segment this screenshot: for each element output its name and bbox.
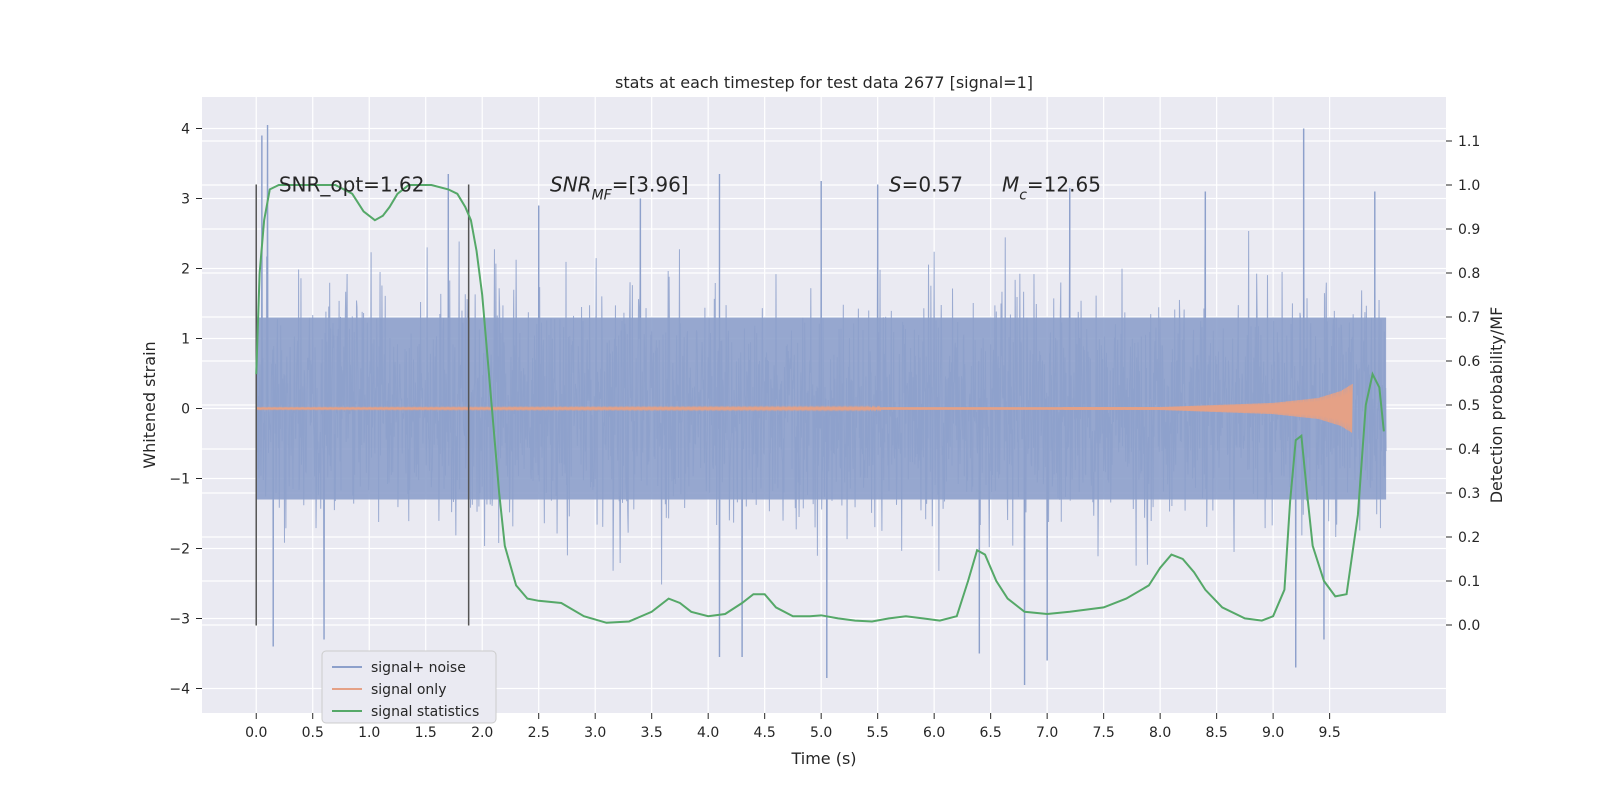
y-axis-left: 4 3 2 1 0 −1 −2 −3 −4	[169, 122, 202, 698]
y-right-tick-label: 0.8	[1458, 266, 1480, 282]
y-axis-right: 1.1 1.0 0.9 0.8 0.7 0.6 0.5 0.4 0.3 0.2 0.1 0.0	[1446, 134, 1480, 634]
y-left-tick-label: 3	[181, 192, 190, 208]
x-tick-label: 8.5	[1206, 725, 1228, 741]
x-tick-label: 2.0	[471, 725, 493, 741]
annotations: SNR_opt=1.62 SNRMF=[3.96] S=0.57 Mc=12.65	[279, 173, 1101, 204]
y-right-tick-label: 0.4	[1458, 442, 1480, 458]
x-tick-label: 1.5	[415, 725, 437, 741]
x-tick-label: 0.0	[245, 725, 267, 741]
y-right-tick-label: 0.9	[1458, 222, 1480, 238]
y-left-tick-label: −3	[169, 612, 190, 628]
x-axis-label: Time (s)	[790, 749, 856, 768]
annotation-part: =12.65	[1027, 173, 1101, 197]
x-axis: 0.0 0.5 1.0 1.5 2.0 2.5 3.0 3.5 4.0 4.5 5.0 5.5 6.0 6…	[245, 713, 1341, 741]
y-right-tick-label: 0.0	[1458, 618, 1480, 634]
x-tick-label: 5.5	[867, 725, 889, 741]
legend-label: signal+ noise	[371, 660, 466, 676]
y-right-tick-label: 1.0	[1458, 178, 1480, 194]
legend-box	[321, 650, 497, 724]
y-left-tick-label: 4	[181, 122, 190, 138]
x-tick-label: 0.5	[302, 725, 324, 741]
series-signal-statistics	[255, 184, 1385, 624]
annotation-part: SNR_opt=1.62	[279, 173, 425, 197]
x-tick-label: 8.0	[1149, 725, 1171, 741]
x-tick-label: 5.0	[810, 725, 832, 741]
chart-title: stats at each timestep for test data 267…	[615, 73, 1033, 92]
y-left-tick-label: −2	[169, 542, 190, 558]
x-tick-label: 6.0	[923, 725, 945, 741]
statistics-line	[255, 184, 1385, 624]
annotation: Mc=12.65	[1002, 173, 1101, 204]
chirp-line	[255, 383, 1353, 433]
annotation-part: c	[1019, 188, 1027, 204]
y-left-tick-label: 2	[181, 262, 190, 278]
x-tick-label: 6.5	[980, 725, 1002, 741]
y-right-tick-label: 0.7	[1458, 310, 1480, 326]
x-tick-label: 7.5	[1093, 725, 1115, 741]
y-axis-left-label: Whitened strain	[140, 341, 159, 468]
y-axis-right-label: Detection probability/MF	[1487, 307, 1506, 504]
annotation-part: M	[1002, 173, 1019, 197]
y-right-tick-label: 0.6	[1458, 354, 1480, 370]
x-tick-label: 4.0	[697, 725, 719, 741]
legend-label: signal only	[371, 682, 446, 698]
x-tick-label: 9.5	[1318, 725, 1340, 741]
x-tick-label: 7.0	[1036, 725, 1058, 741]
y-left-tick-label: 1	[181, 332, 190, 348]
y-right-tick-label: 1.1	[1458, 134, 1480, 150]
x-tick-label: 2.5	[528, 725, 550, 741]
series-signal-only	[255, 383, 1353, 433]
legend: signal+ noise signal only signal statistic…	[321, 650, 497, 724]
x-tick-label: 9.0	[1262, 725, 1284, 741]
annotation: SNRMF=[3.96]	[550, 173, 689, 204]
annotation-part: =[3.96]	[612, 173, 689, 197]
x-tick-label: 3.0	[584, 725, 606, 741]
x-tick-label: 4.5	[754, 725, 776, 741]
y-right-tick-label: 0.1	[1458, 574, 1480, 590]
y-right-tick-label: 0.2	[1458, 530, 1480, 546]
annotation-part: S	[889, 173, 902, 197]
x-tick-label: 3.5	[641, 725, 663, 741]
vertical-markers	[255, 184, 470, 626]
annotation-part: SNR	[550, 173, 592, 197]
legend-label: signal statistics	[371, 704, 479, 720]
annotation-part: =0.57	[902, 173, 963, 197]
y-right-tick-label: 0.3	[1458, 486, 1480, 502]
annotation: S=0.57	[889, 173, 963, 197]
y-left-tick-label: 0	[181, 402, 190, 418]
annotation-part: MF	[592, 188, 613, 204]
y-left-tick-label: −4	[169, 682, 190, 698]
annotation: SNR_opt=1.62	[279, 173, 425, 197]
y-right-tick-label: 0.5	[1458, 398, 1480, 414]
y-left-tick-label: −1	[169, 472, 190, 488]
x-tick-label: 1.0	[358, 725, 380, 741]
